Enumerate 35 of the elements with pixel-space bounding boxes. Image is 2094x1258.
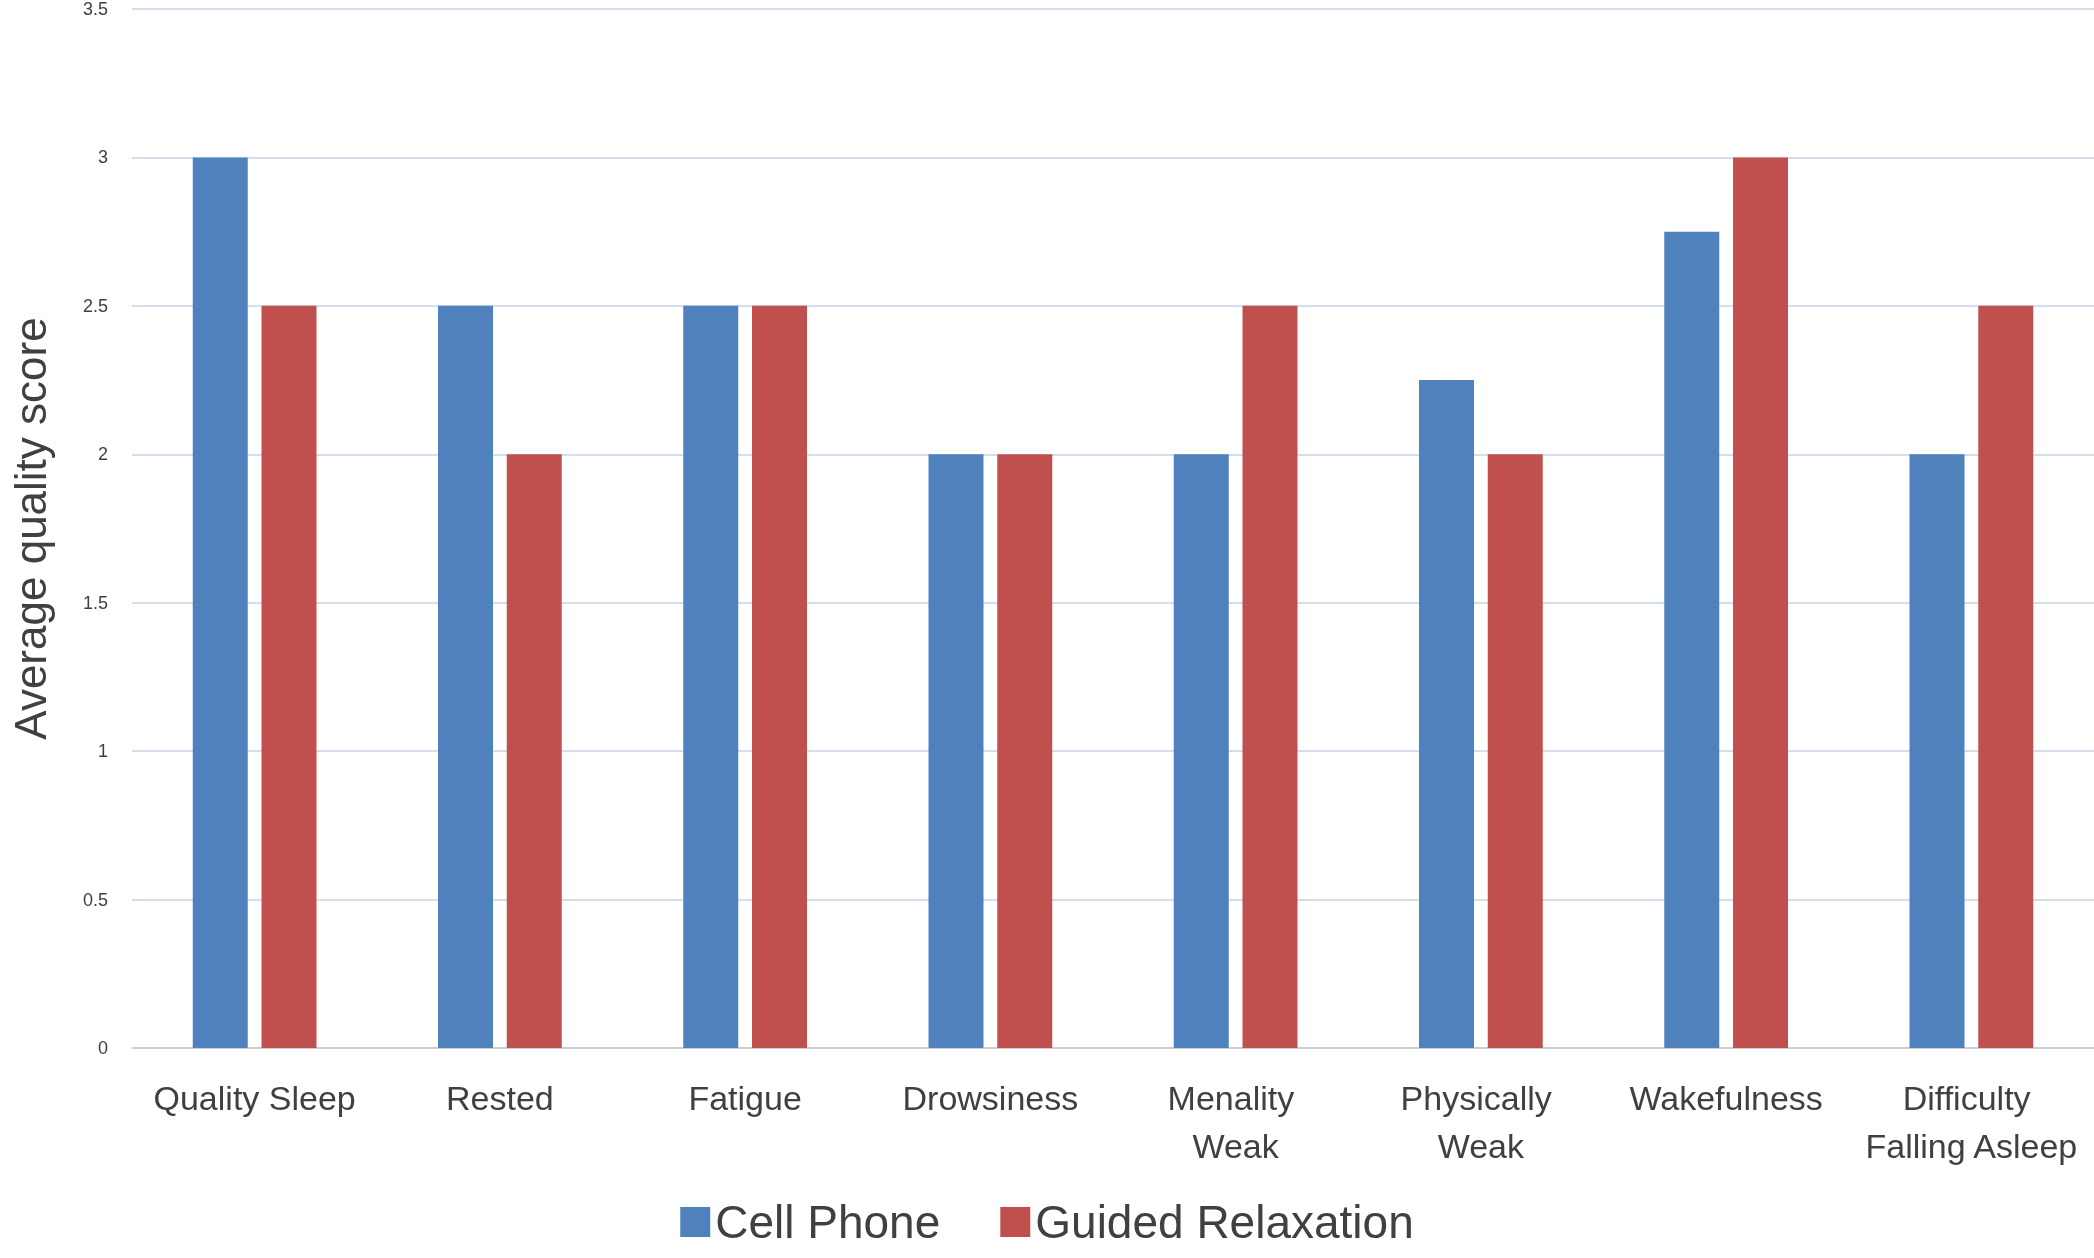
- bar: [928, 454, 984, 1048]
- y-tick-label: 1: [97, 741, 108, 762]
- legend-label: Guided Relaxation: [1035, 1196, 1414, 1248]
- bar: [1242, 305, 1298, 1048]
- bar: [1419, 380, 1474, 1048]
- legend-label: Cell Phone: [715, 1196, 941, 1248]
- bar: [438, 305, 493, 1048]
- bar: [1487, 454, 1543, 1048]
- bar: [192, 157, 248, 1048]
- y-tick-label: 0.5: [82, 889, 108, 910]
- x-tick-label: Difficulty Falling Asleep: [1865, 1079, 2078, 1165]
- x-tick-label: Fatigue: [688, 1079, 802, 1117]
- y-tick-label: 0: [97, 1038, 108, 1058]
- bar: [1909, 454, 1965, 1048]
- y-axis-title: Average quality score: [5, 317, 55, 740]
- y-tick-label: 1.5: [82, 592, 108, 613]
- y-tick-label: 3.5: [82, 0, 108, 19]
- y-tick-label: 2.5: [82, 295, 108, 316]
- bar: [752, 305, 807, 1048]
- y-tick-label: 2: [97, 444, 108, 465]
- bar: [261, 305, 317, 1048]
- bar: [506, 454, 562, 1048]
- x-tick-label: Menality Weak: [1167, 1079, 1304, 1165]
- x-tick-label: Rested: [446, 1079, 554, 1117]
- y-tick-label: 3: [97, 147, 108, 168]
- x-tick-label: Quality Sleep: [153, 1079, 356, 1117]
- x-tick-label: Wakefulness: [1629, 1079, 1823, 1117]
- bar: [1978, 305, 2034, 1048]
- bar: [683, 305, 739, 1048]
- x-tick-label: Physically Weak: [1400, 1079, 1562, 1165]
- bar: [997, 454, 1053, 1048]
- x-tick-label: Drowsiness: [902, 1079, 1079, 1117]
- bar: [1733, 157, 1788, 1048]
- bar: [1664, 231, 1720, 1048]
- bar: [1173, 454, 1229, 1048]
